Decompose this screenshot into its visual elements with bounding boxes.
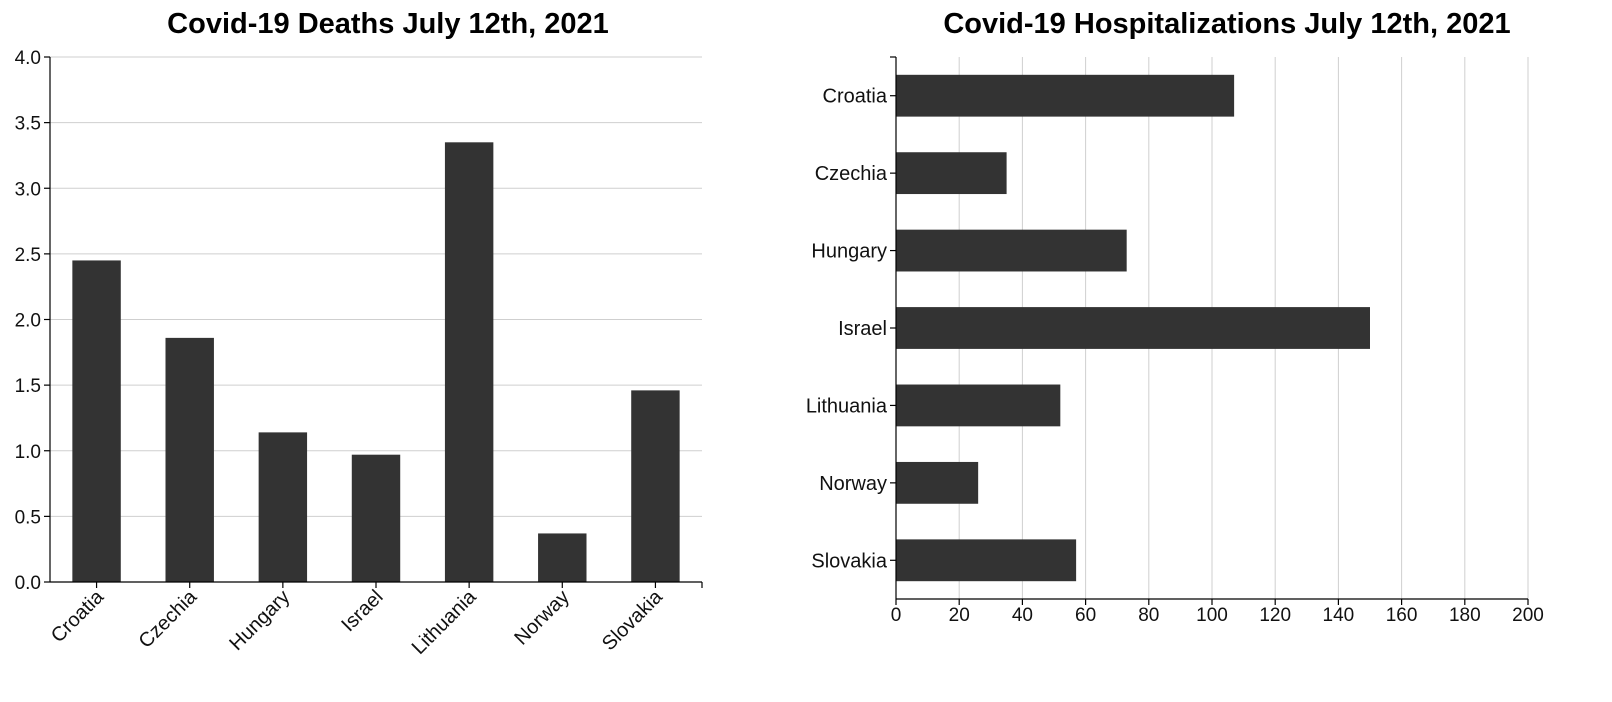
hospitalizations-y-tick-label: Slovakia bbox=[811, 550, 887, 572]
deaths-x-tick-label: Czechia bbox=[135, 585, 202, 652]
deaths-bar bbox=[72, 260, 121, 582]
hospitalizations-y-tick-label: Czechia bbox=[815, 163, 888, 185]
hospitalizations-x-tick-label: 20 bbox=[949, 605, 970, 626]
deaths-y-tick-label: 1.0 bbox=[15, 442, 41, 463]
deaths-y-tick-label: 0.0 bbox=[15, 573, 41, 594]
deaths-bar bbox=[444, 142, 494, 582]
deaths-bar-chart: Covid-19 Deaths July 12th, 2021 0.0 0.5 1.… bbox=[15, 8, 703, 659]
deaths-x-tick-label: Norway bbox=[510, 586, 573, 649]
hospitalizations-y-tick-label: Hungary bbox=[811, 241, 887, 263]
deaths-bar bbox=[631, 390, 680, 582]
deaths-y-tick-label: 0.5 bbox=[15, 507, 41, 528]
hospitalizations-x-tick-label: 180 bbox=[1449, 605, 1481, 626]
deaths-x-tick-label: Lithuania bbox=[408, 585, 482, 659]
hospitalizations-bar bbox=[896, 539, 1077, 582]
hospitalizations-x-tick-label: 100 bbox=[1196, 605, 1228, 626]
hospitalizations-bar bbox=[896, 307, 1370, 349]
deaths-x-tick-label: Hungary bbox=[225, 586, 294, 655]
hospitalizations-bar bbox=[896, 384, 1061, 427]
hospitalizations-x-tick-label: 40 bbox=[1012, 605, 1033, 626]
deaths-bars bbox=[72, 142, 680, 582]
deaths-y-tick-labels: 0.0 0.5 1.0 1.5 2.0 2.5 3.0 3.5 4.0 bbox=[15, 48, 50, 594]
hospitalizations-x-tick-label: 140 bbox=[1323, 605, 1355, 626]
hospitalizations-bar bbox=[896, 229, 1127, 272]
deaths-x-tick-label: Slovakia bbox=[598, 585, 668, 655]
deaths-bar bbox=[165, 337, 214, 582]
hospitalizations-y-tick-label: Croatia bbox=[823, 86, 888, 108]
deaths-x-tick-label: Israel bbox=[337, 586, 387, 636]
deaths-gridlines bbox=[50, 56, 702, 583]
hospitalizations-x-tick-label: 120 bbox=[1259, 605, 1291, 626]
deaths-y-tick-label: 3.5 bbox=[15, 114, 41, 135]
deaths-y-tick-label: 2.5 bbox=[15, 245, 41, 266]
hospitalizations-x-tick-label: 80 bbox=[1138, 605, 1159, 626]
deaths-y-tick-label: 1.5 bbox=[15, 376, 41, 397]
hospitalizations-chart-title: Covid-19 Hospitalizations July 12th, 202… bbox=[943, 8, 1510, 40]
hospitalizations-x-tick-label: 160 bbox=[1386, 605, 1418, 626]
hospitalizations-bar-chart: Covid-19 Hospitalizations July 12th, 202… bbox=[806, 8, 1544, 626]
deaths-bar bbox=[351, 454, 401, 582]
deaths-x-tick-labels: Croatia Czechia Hungary Israel Lithuania Norw… bbox=[47, 582, 668, 659]
deaths-y-tick-label: 4.0 bbox=[15, 48, 41, 69]
hospitalizations-bars bbox=[896, 74, 1370, 582]
hospitalizations-bar bbox=[896, 461, 979, 504]
deaths-y-tick-label: 2.0 bbox=[15, 311, 41, 332]
hospitalizations-x-tick-label: 0 bbox=[891, 605, 902, 626]
hospitalizations-y-tick-labels: Croatia Czechia Hungary Israel Lithuania Norw… bbox=[806, 86, 896, 572]
hospitalizations-y-tick-label: Norway bbox=[819, 473, 887, 495]
deaths-bar bbox=[258, 432, 308, 582]
hospitalizations-x-tick-label: 60 bbox=[1075, 605, 1096, 626]
hospitalizations-x-tick-labels: 0 20 40 60 80 100 120 140 160 180 200 bbox=[891, 599, 1544, 626]
deaths-y-tick-label: 3.0 bbox=[15, 179, 41, 200]
hospitalizations-bar bbox=[896, 74, 1235, 117]
hospitalizations-y-tick-label: Israel bbox=[838, 318, 887, 340]
hospitalizations-x-tick-label: 200 bbox=[1512, 605, 1544, 626]
deaths-x-tick-label: Croatia bbox=[47, 585, 109, 647]
deaths-bar bbox=[538, 533, 587, 582]
hospitalizations-y-tick-label: Lithuania bbox=[806, 395, 888, 417]
deaths-chart-title: Covid-19 Deaths July 12th, 2021 bbox=[167, 8, 609, 40]
hospitalizations-bar bbox=[896, 152, 1007, 195]
